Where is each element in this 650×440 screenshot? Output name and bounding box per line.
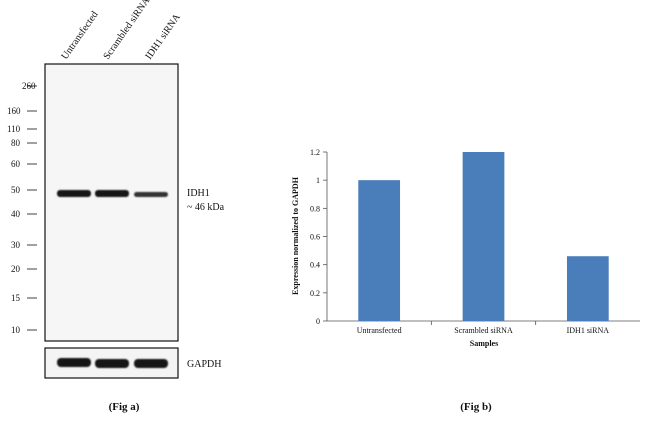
marker-label-110: 110: [7, 124, 21, 134]
y-tick-label: 0: [316, 317, 320, 326]
marker-110: 110: [7, 124, 37, 134]
idh1-bands: [57, 190, 168, 197]
x-tick-group: Untransfected Scrambled siRNA IDH1 siRNA: [357, 321, 610, 335]
idh1-band-scrambled-sirna: [95, 190, 129, 197]
gapdh-band-idh1-sirna: [134, 359, 168, 368]
y-tick-label: 1.2: [310, 148, 320, 157]
idh1-band-untransfected: [57, 190, 91, 197]
gapdh-band-untransfected: [57, 358, 91, 367]
marker-label-160: 160: [7, 106, 21, 116]
western-blot-panel: Untransfected Scrambled siRNA IDH1 siRNA…: [7, 0, 225, 413]
idh1-band-idh1-sirna: [134, 192, 168, 197]
x-axis-title: Samples: [470, 339, 498, 348]
gapdh-bands: [57, 358, 168, 368]
gapdh-band-scrambled-sirna: [95, 359, 129, 368]
y-tick-label: 0.4: [310, 261, 320, 270]
x-axis: Untransfected Scrambled siRNA IDH1 siRNA: [327, 320, 640, 335]
marker-label-20: 20: [11, 264, 21, 274]
marker-label-30: 30: [11, 240, 21, 250]
marker-label-60: 60: [11, 159, 21, 169]
band-size-label: ~ 46 kDa: [187, 202, 225, 213]
y-tick-label: 0.2: [310, 289, 320, 298]
lane-label-idh1-sirna: IDH1 siRNA: [143, 11, 183, 61]
blot-membrane: [44, 63, 179, 342]
bar-scrambled-sirna: [462, 152, 505, 321]
y-axis-title: Expression normalized to GAPDH: [291, 176, 300, 295]
bar-untransfected: [358, 180, 401, 321]
x-tick-label: IDH1 siRNA: [567, 326, 610, 335]
marker-label-15: 15: [11, 293, 21, 303]
x-tick-label: Untransfected: [357, 326, 402, 335]
lane-labels: Untransfected Scrambled siRNA IDH1 siRNA: [59, 0, 183, 62]
lane-label-untransfected: Untransfected: [59, 9, 100, 61]
fig-a-caption: (Fig a): [109, 401, 140, 413]
marker-10: 10: [11, 325, 37, 335]
y-tick-label: 1: [316, 176, 320, 185]
marker-label-10: 10: [11, 325, 21, 335]
x-tick-label: Scrambled siRNA: [454, 326, 513, 335]
marker-80: 80: [11, 138, 37, 148]
band-label-idh1: IDH1: [187, 188, 210, 199]
marker-50: 50: [11, 185, 37, 195]
marker-label-40: 40: [11, 209, 21, 219]
y-tick-label: 0.8: [310, 204, 320, 213]
y-tick-label: 0.6: [310, 233, 320, 242]
gapdh-label: GAPDH: [187, 359, 221, 370]
marker-label-50: 50: [11, 185, 21, 195]
fig-b-caption: (Fig b): [460, 401, 492, 413]
marker-40: 40: [11, 209, 37, 219]
marker-160: 160: [7, 106, 37, 116]
marker-30: 30: [11, 240, 37, 250]
y-axis: 0 0.2 0.4 0.6 0.8 1 1.2: [310, 148, 328, 326]
bar-group: [358, 152, 609, 321]
bar-chart-panel: 0 0.2 0.4 0.6 0.8 1 1.2 Untransfected Scrambled…: [291, 148, 640, 413]
marker-60: 60: [11, 159, 37, 169]
marker-ladder: 260 160 110 80 60 50 40 30 20 15 10: [7, 81, 37, 335]
marker-15: 15: [11, 293, 37, 303]
marker-260: 260: [22, 81, 37, 91]
bar-idh1-sirna: [566, 256, 609, 321]
y-tick-group: 0 0.2 0.4 0.6 0.8 1 1.2: [310, 148, 327, 326]
marker-label-80: 80: [11, 138, 21, 148]
marker-20: 20: [11, 264, 37, 274]
